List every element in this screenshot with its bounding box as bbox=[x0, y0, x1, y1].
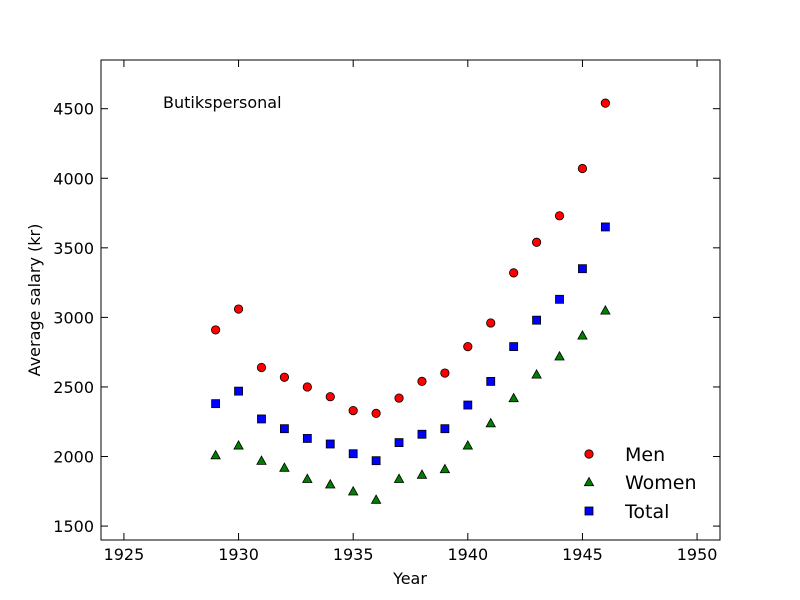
x-tick-label: 1950 bbox=[677, 545, 718, 564]
total-data-point bbox=[440, 424, 450, 434]
women-data-point bbox=[279, 462, 290, 472]
women-data-point bbox=[554, 350, 565, 361]
total-data-point bbox=[417, 429, 427, 439]
legend-total-marker bbox=[584, 506, 594, 516]
x-tick-label: 1935 bbox=[333, 545, 374, 564]
total-data-point bbox=[532, 315, 541, 325]
women-data-point bbox=[416, 469, 428, 479]
women-data-point bbox=[508, 392, 519, 403]
total-data-point bbox=[325, 439, 335, 449]
total-data-point bbox=[486, 376, 496, 386]
women-data-point bbox=[393, 473, 405, 483]
men-data-point bbox=[440, 368, 450, 378]
legend-total-label: Total bbox=[624, 501, 669, 523]
men-data-point bbox=[348, 406, 358, 416]
men-data-point bbox=[302, 382, 312, 392]
total-data-point bbox=[600, 222, 610, 232]
data-points bbox=[210, 98, 611, 504]
total-data-point bbox=[555, 294, 564, 304]
x-axis-label: Year bbox=[392, 569, 427, 588]
chart-annotation: Butikspersonal bbox=[163, 93, 282, 112]
y-tick-label: 1500 bbox=[53, 517, 94, 536]
y-tick-label: 2000 bbox=[53, 448, 94, 467]
men-data-point bbox=[394, 393, 404, 403]
men-data-point bbox=[509, 268, 519, 278]
women-data-point bbox=[439, 463, 451, 474]
women-data-point bbox=[577, 330, 588, 340]
y-tick-label: 2500 bbox=[53, 378, 94, 397]
total-data-point bbox=[234, 386, 243, 396]
women-data-point bbox=[324, 478, 336, 489]
men-data-point bbox=[463, 342, 473, 352]
men-data-point bbox=[531, 237, 542, 247]
y-axis-label: Average salary (kr) bbox=[25, 224, 44, 377]
women-data-point bbox=[347, 485, 359, 496]
total-data-point bbox=[257, 414, 266, 424]
legend-women-marker bbox=[583, 476, 595, 487]
women-data-point bbox=[600, 305, 611, 315]
legend-men-label: Men bbox=[625, 444, 665, 466]
axis-ticks bbox=[101, 60, 720, 540]
men-data-point bbox=[279, 372, 290, 382]
total-data-point bbox=[578, 264, 587, 274]
men-data-point bbox=[554, 211, 565, 221]
women-data-point bbox=[302, 473, 313, 483]
women-data-point bbox=[485, 417, 497, 428]
total-data-point bbox=[348, 449, 358, 459]
total-data-point bbox=[302, 434, 312, 443]
men-data-point bbox=[417, 376, 427, 386]
x-tick-label: 1945 bbox=[562, 545, 603, 564]
total-data-point bbox=[371, 456, 381, 466]
legend: Men Women Total bbox=[583, 444, 697, 523]
legend-men-marker bbox=[584, 449, 594, 459]
x-tick-label: 1940 bbox=[447, 545, 488, 564]
y-tick-label: 4000 bbox=[53, 169, 94, 188]
women-data-point bbox=[531, 369, 542, 379]
plot-area bbox=[101, 60, 720, 540]
men-data-point bbox=[371, 408, 381, 418]
x-tick-label: 1925 bbox=[104, 545, 145, 564]
x-tick-label: 1930 bbox=[218, 545, 259, 564]
y-tick-label: 4500 bbox=[53, 100, 94, 119]
women-data-point bbox=[462, 439, 474, 450]
men-data-point bbox=[233, 304, 244, 314]
men-data-point bbox=[600, 98, 610, 108]
men-data-point bbox=[325, 392, 335, 402]
total-data-point bbox=[280, 424, 289, 434]
total-data-point bbox=[509, 342, 519, 352]
y-tick-label: 3500 bbox=[53, 239, 94, 258]
men-data-point bbox=[577, 163, 588, 174]
women-data-point bbox=[210, 449, 221, 460]
total-data-point bbox=[211, 399, 221, 409]
y-tick-label: 3000 bbox=[53, 308, 94, 327]
women-data-point bbox=[233, 439, 244, 450]
axis-tick-labels: 1925 1930 1935 1940 1945 1950 1500 2000 2500 3000… bbox=[53, 100, 717, 564]
men-data-point bbox=[486, 318, 496, 328]
men-data-point bbox=[256, 362, 267, 373]
women-data-point bbox=[256, 455, 267, 465]
women-data-point bbox=[370, 494, 382, 504]
total-data-point bbox=[394, 438, 404, 448]
total-data-point bbox=[463, 400, 473, 410]
men-data-point bbox=[211, 325, 221, 335]
plot-frame bbox=[100, 59, 721, 541]
legend-women-label: Women bbox=[625, 472, 697, 494]
